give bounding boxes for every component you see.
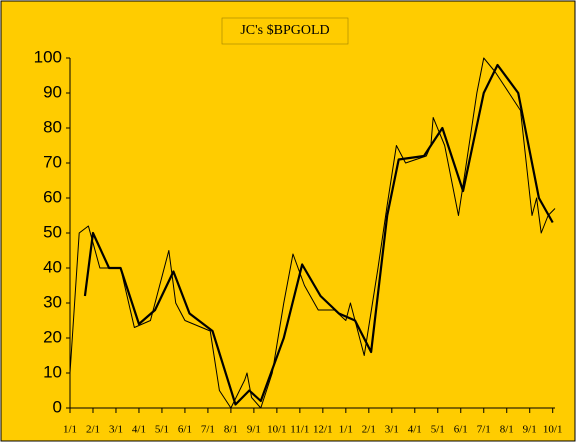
- y-tick-label: 20: [43, 327, 62, 346]
- title-box: [221, 17, 349, 45]
- x-tick-label: 9/1: [247, 424, 261, 436]
- x-tick-label: 3/1: [109, 424, 123, 436]
- x-tick-label: 6/1: [178, 424, 192, 436]
- y-tick-label: 90: [43, 82, 62, 101]
- y-tick-label: 80: [43, 117, 62, 136]
- y-tick-label: 10: [43, 362, 62, 381]
- y-tick-label: 40: [43, 257, 62, 276]
- x-tick-label: 8/1: [500, 424, 514, 436]
- chart-title: JC's $BPGOLD: [240, 23, 329, 38]
- x-tick-label: 1/1: [63, 424, 77, 436]
- x-tick-label: 6/1: [454, 424, 468, 436]
- x-tick-label: 7/1: [201, 424, 215, 436]
- x-tick-label: 2/1: [86, 424, 100, 436]
- x-tick-label: 3/1: [385, 424, 399, 436]
- y-tick-label: 0: [53, 397, 62, 416]
- x-tick-label: 10/1: [267, 424, 287, 436]
- y-tick-label: 60: [43, 187, 62, 206]
- x-tick-label: 10/1: [543, 424, 563, 436]
- x-tick-label: 7/1: [477, 424, 491, 436]
- y-tick-label: 30: [43, 292, 62, 311]
- x-tick-label: 9/1: [523, 424, 537, 436]
- x-tick-label: 1/1: [339, 424, 353, 436]
- x-tick-label: 8/1: [224, 424, 238, 436]
- x-tick-label: 4/1: [132, 424, 146, 436]
- x-tick-label: 4/1: [408, 424, 422, 436]
- series-line: [83, 63, 554, 406]
- x-tick-label: 2/1: [362, 424, 376, 436]
- y-tick-label: 50: [43, 222, 62, 241]
- y-tick-label: 70: [43, 152, 62, 171]
- x-tick-label: 12/1: [313, 424, 333, 436]
- y-tick-label: 100: [34, 47, 62, 66]
- x-tick-label: 11/1: [290, 424, 309, 436]
- x-tick-label: 5/1: [155, 424, 169, 436]
- x-tick-label: 5/1: [431, 424, 445, 436]
